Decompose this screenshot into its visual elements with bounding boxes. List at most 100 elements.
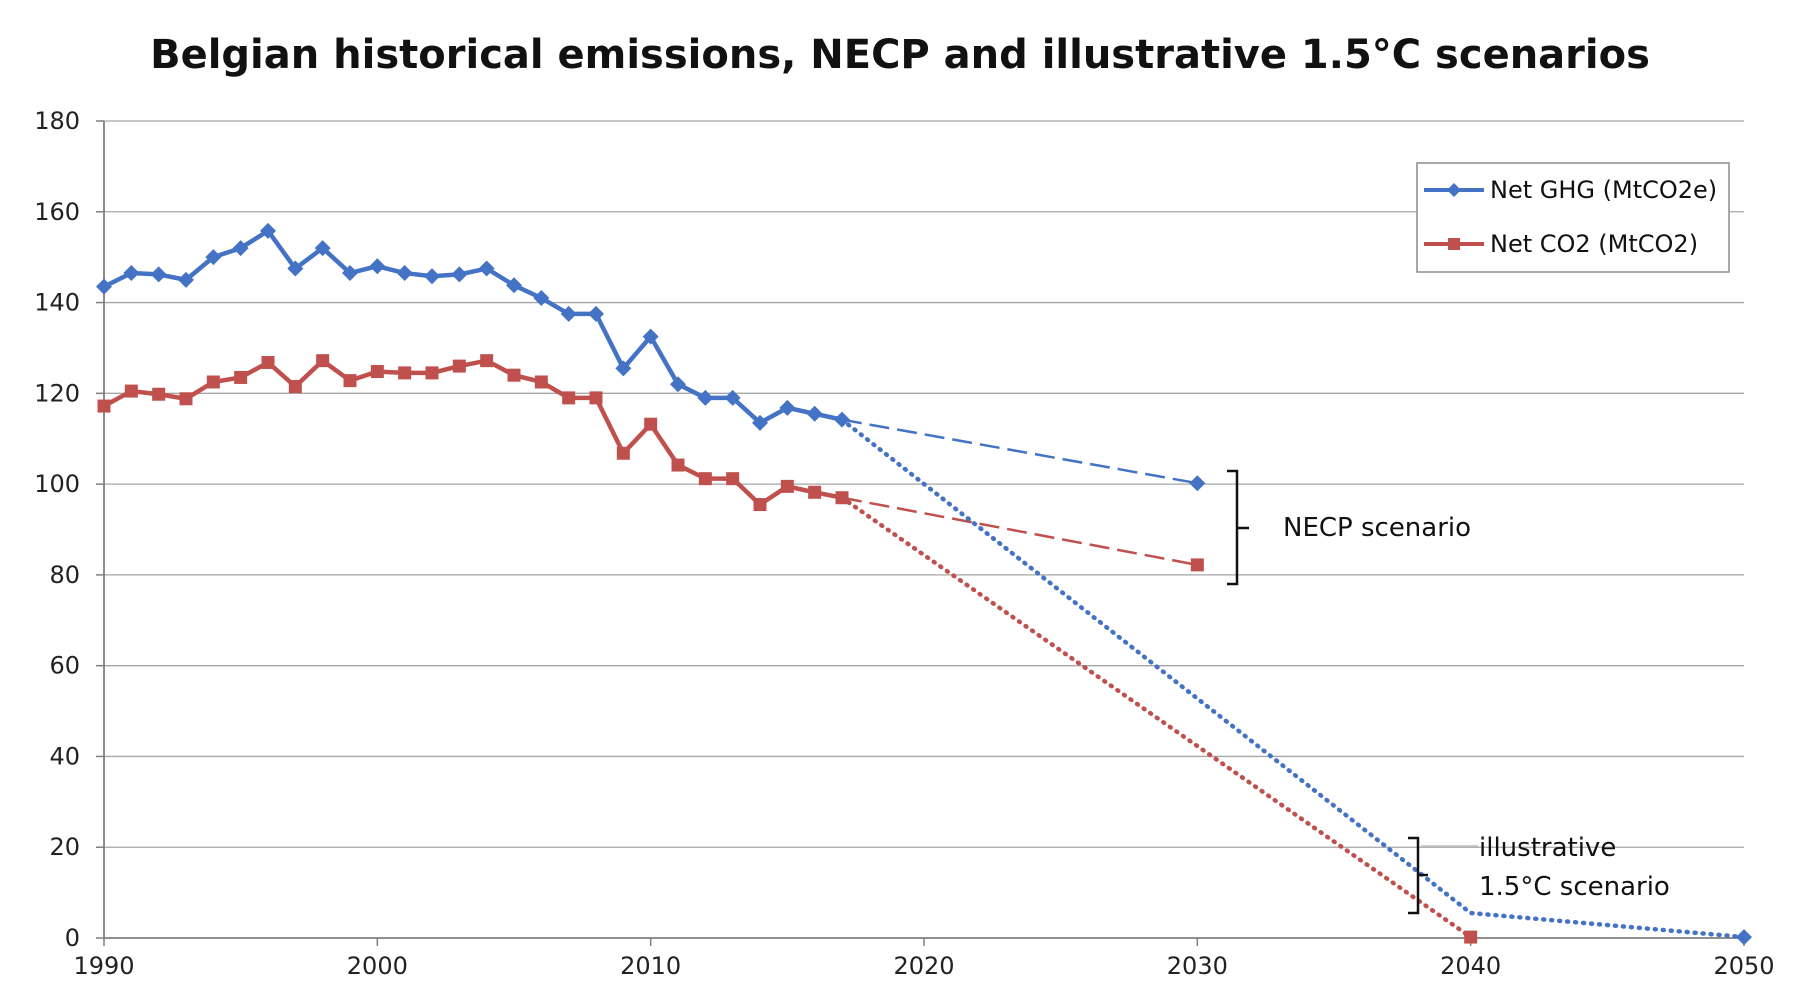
ghg-dotted-scenario-line-2 xyxy=(839,417,1747,940)
co2-marker-2013 xyxy=(726,472,740,486)
ghg-dashed-scenario-line-0 xyxy=(841,418,1198,485)
illustrative-bracket xyxy=(1408,836,1428,915)
legend-co2-label: Net CO2 (MtCO2) xyxy=(1490,230,1698,258)
ghg-marker-1994 xyxy=(205,249,222,266)
co2-marker-1994 xyxy=(206,375,220,389)
ghg-necp-marker-2030 xyxy=(1189,475,1206,492)
ghg-marker-1992 xyxy=(150,266,167,283)
co2-marker-2002 xyxy=(425,366,439,380)
legend-box xyxy=(1416,162,1730,273)
x-tick-label-2050: 2050 xyxy=(1713,952,1774,980)
ghg-marker-1990 xyxy=(96,278,112,295)
ghg-marker-2008 xyxy=(588,305,604,322)
co2-series-line xyxy=(102,358,843,507)
y-tick-label-100: 100 xyxy=(34,470,80,498)
ghg-marker-2015 xyxy=(779,399,796,416)
data-markers xyxy=(96,222,1752,946)
ghg-marker-2010 xyxy=(642,328,659,345)
co2-marker-2004 xyxy=(480,354,494,368)
ghg-marker-1996 xyxy=(260,222,276,239)
ghg-marker-2003 xyxy=(451,266,468,283)
legend-co2-marker xyxy=(1448,238,1460,250)
ghg-marker-1993 xyxy=(178,271,194,288)
x-tick-label-2020: 2020 xyxy=(893,952,954,980)
x-tick-label-2000: 2000 xyxy=(347,952,408,980)
x-tick-label-2030: 2030 xyxy=(1167,952,1228,980)
legend: Net GHG (MtCO2e) Net CO2 (MtCO2) xyxy=(1416,162,1730,273)
co2-marker-2015 xyxy=(780,479,794,493)
y-tick-label-60: 60 xyxy=(49,652,80,680)
co2-marker-1991 xyxy=(124,384,138,398)
series-lines xyxy=(102,228,843,507)
ghg-marker-2000 xyxy=(369,258,386,275)
co2-marker-2001 xyxy=(398,366,412,380)
co2-marker-1999 xyxy=(343,374,357,388)
y-tick-label-140: 140 xyxy=(34,289,80,317)
co2-marker-2011 xyxy=(671,458,685,472)
legend-ghg-marker xyxy=(1447,183,1461,197)
co2-marker-1998 xyxy=(316,354,330,368)
ghg-marker-2007 xyxy=(560,305,577,322)
co2-marker-2009 xyxy=(616,446,630,460)
necp-label: NECP scenario xyxy=(1283,513,1471,543)
illustrative-label-line1: illustrative xyxy=(1479,833,1616,863)
co2-marker-2017 xyxy=(835,491,849,505)
co2-marker-2010 xyxy=(644,417,658,431)
ghg-marker-2001 xyxy=(396,265,413,282)
co2-scenario-marker-2040 xyxy=(1464,930,1478,944)
co2-marker-2007 xyxy=(562,391,576,405)
y-tick-label-20: 20 xyxy=(49,833,80,861)
scenario-lines xyxy=(839,417,1747,940)
y-tick-label-0: 0 xyxy=(65,924,80,952)
ghg-marker-2017 xyxy=(834,411,850,428)
co2-marker-2000 xyxy=(370,365,384,379)
y-tick-label-40: 40 xyxy=(49,742,80,770)
co2-marker-1993 xyxy=(179,392,193,406)
co2-marker-2012 xyxy=(698,472,712,486)
ghg-marker-2004 xyxy=(478,260,495,277)
co2-marker-2003 xyxy=(452,359,466,373)
x-tick-labels: 1990 2000 2010 2020 2030 2040 2050 xyxy=(73,952,1774,980)
y-tick-labels: 0 20 40 60 80 100 120 140 160 180 xyxy=(34,107,80,952)
ghg-marker-1995 xyxy=(232,240,249,257)
x-tick-label-2010: 2010 xyxy=(620,952,681,980)
ghg-marker-1999 xyxy=(342,265,358,282)
ghg-marker-1991 xyxy=(123,265,140,282)
co2-dashed-scenario-line-1 xyxy=(841,496,1198,567)
illustrative-label-line2: 1.5°C scenario xyxy=(1479,872,1670,902)
ghg-series-line xyxy=(102,228,843,426)
ghg-marker-2011 xyxy=(670,376,686,393)
ghg-marker-2002 xyxy=(424,268,440,285)
ghg-marker-2005 xyxy=(506,277,522,294)
ghg-marker-2006 xyxy=(533,290,550,307)
ghg-scenario-marker-2050 xyxy=(1736,929,1752,946)
co2-marker-2014 xyxy=(753,498,767,512)
co2-dotted-scenario-line-3 xyxy=(839,495,1473,940)
illustrative-annotation: illustrative 1.5°C scenario xyxy=(1408,833,1670,915)
x-tick-label-1990: 1990 xyxy=(73,952,134,980)
necp-annotation: NECP scenario xyxy=(1227,469,1471,586)
co2-marker-1995 xyxy=(234,370,248,384)
co2-marker-2006 xyxy=(534,375,548,389)
necp-bracket xyxy=(1227,469,1249,586)
x-tick-label-2040: 2040 xyxy=(1440,952,1501,980)
co2-marker-1996 xyxy=(261,355,275,369)
y-tick-label-120: 120 xyxy=(34,379,80,407)
co2-marker-2005 xyxy=(507,368,521,382)
y-tick-label-80: 80 xyxy=(49,561,80,589)
co2-marker-1997 xyxy=(288,380,302,394)
ghg-marker-1997 xyxy=(287,260,304,277)
ghg-marker-2009 xyxy=(615,360,632,377)
chart-title: Belgian historical emissions, NECP and i… xyxy=(150,32,1650,78)
ghg-marker-2014 xyxy=(752,414,768,431)
y-tick-label-180: 180 xyxy=(34,107,80,135)
legend-ghg-label: Net GHG (MtCO2e) xyxy=(1490,176,1717,204)
co2-marker-2016 xyxy=(808,485,822,499)
ghg-marker-2012 xyxy=(697,389,714,406)
co2-marker-2008 xyxy=(589,391,603,405)
ghg-marker-2016 xyxy=(806,405,823,422)
co2-marker-1992 xyxy=(152,387,166,401)
y-tick-label-160: 160 xyxy=(34,198,80,226)
co2-necp-marker-2030 xyxy=(1190,558,1204,572)
